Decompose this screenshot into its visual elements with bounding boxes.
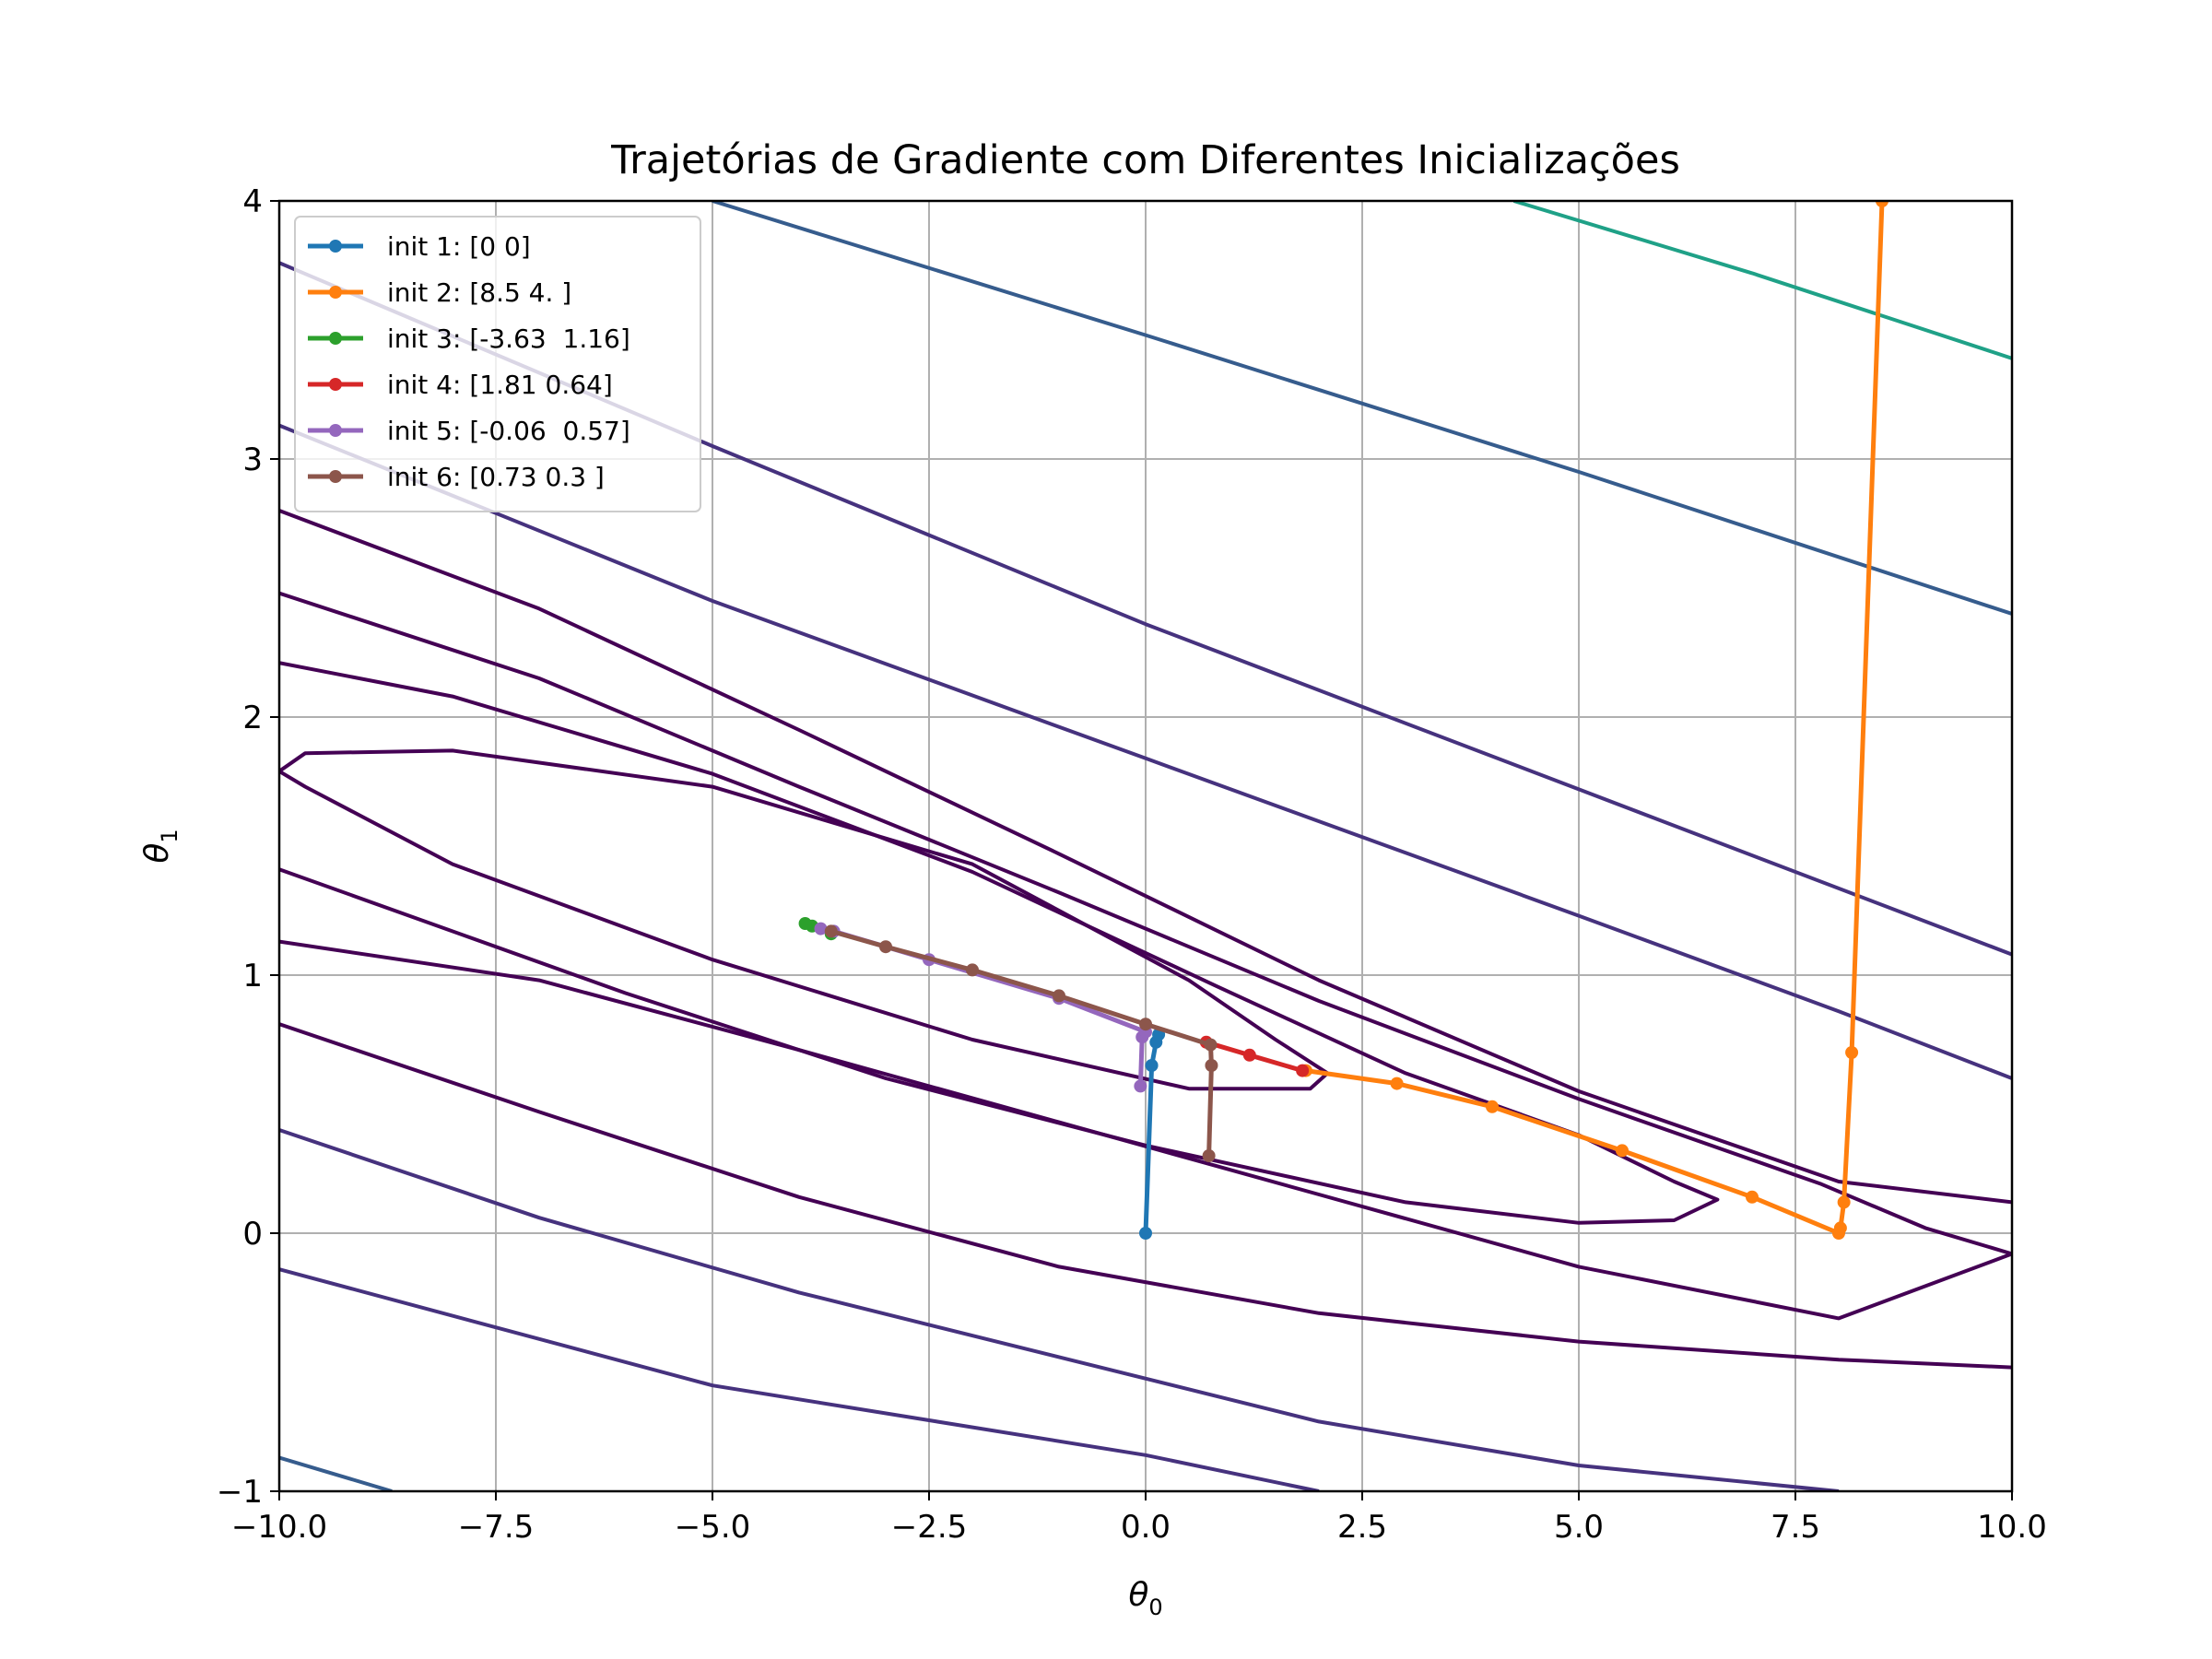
legend-label-3: init 3: [-3.63 1.16] (387, 324, 630, 354)
series-point-init-2-2 (1845, 1046, 1859, 1059)
series-init-2 (1299, 201, 1888, 1240)
contour-line-12 (1512, 201, 2012, 360)
series-point-init-6-2 (1205, 1059, 1218, 1072)
legend-item-1: init 1: [0 0] (308, 231, 531, 262)
series-point-init-5-1 (1134, 1079, 1147, 1093)
y-axis-label: θ1 (138, 829, 182, 863)
series-point-init-2-1 (1876, 201, 1888, 207)
series-point-init-3-3 (798, 917, 812, 930)
contour-line-3 (279, 591, 2012, 1321)
series-point-init-6-5 (1053, 989, 1065, 1003)
contour-line-11 (279, 1455, 393, 1491)
legend-frame (294, 216, 701, 512)
series-init-6 (824, 924, 1218, 1162)
y-tick-label-0: −1 (217, 1474, 263, 1511)
legend: init 1: [0 0] init 2: [8.5 4. ] init 3: [-… (294, 216, 701, 512)
legend-swatch-marker-5 (329, 424, 342, 437)
contour-line-9 (279, 1267, 1320, 1491)
x-tick-label-2: −5.0 (675, 1509, 751, 1546)
series-point-init-6-4 (1139, 1018, 1152, 1031)
contour-line-5 (279, 1022, 2012, 1370)
series-point-init-4-2 (1242, 1048, 1256, 1062)
series-point-init-1-2 (1145, 1059, 1159, 1072)
legend-label-5: init 5: [-0.06 0.57] (387, 416, 630, 446)
legend-label-2: init 2: [8.5 4. ] (387, 277, 571, 308)
y-axis-label-subscript: 1 (157, 829, 182, 842)
legend-swatch-marker-2 (329, 286, 342, 299)
series-point-init-2-3 (1837, 1195, 1851, 1209)
series-point-init-4-1 (1296, 1064, 1310, 1077)
series-line-init-2 (1303, 201, 1885, 1236)
legend-swatch-marker-6 (329, 470, 342, 483)
y-tick-label-4: 3 (242, 441, 263, 478)
legend-label-1: init 1: [0 0] (387, 231, 531, 262)
x-axis-ticks: −10.0 −7.5 −5.0 −2.5 0.0 2.5 5.0 7.5 10.0 (231, 1491, 2047, 1546)
series-point-init-2-8 (1486, 1100, 1499, 1113)
contour-line-7 (279, 1128, 1840, 1491)
series-init-4 (1199, 1035, 1310, 1077)
chart-title: Trajetórias de Gradiente com Diferentes … (610, 137, 1680, 183)
x-tick-label-7: 7.5 (1771, 1509, 1820, 1546)
series-point-init-5-7 (814, 922, 828, 935)
legend-swatch-marker-1 (329, 240, 342, 253)
y-tick-label-5: 4 (242, 183, 263, 220)
legend-item-6: init 6: [0.73 0.3 ] (308, 462, 605, 492)
series-point-init-1-1 (1139, 1227, 1152, 1240)
series-point-init-2-6 (1746, 1190, 1759, 1204)
contour-line-4 (279, 509, 2012, 1205)
x-axis-label-subscript: 0 (1148, 1594, 1162, 1620)
series-point-init-6-6 (966, 963, 979, 977)
y-axis-label-base: θ (138, 843, 176, 864)
series-point-init-6-1 (1202, 1149, 1216, 1162)
trajectory-series (798, 201, 1888, 1240)
x-tick-label-5: 2.5 (1337, 1509, 1387, 1546)
x-tick-label-0: −10.0 (231, 1509, 327, 1546)
x-tick-label-8: 10.0 (1977, 1509, 2047, 1546)
series-point-init-2-9 (1390, 1077, 1404, 1090)
series-point-init-6-3 (1204, 1038, 1218, 1052)
legend-swatch-marker-4 (329, 378, 342, 391)
y-tick-label-3: 2 (242, 700, 263, 736)
y-tick-label-2: 1 (242, 958, 263, 994)
legend-item-2: init 2: [8.5 4. ] (308, 277, 571, 308)
series-point-init-6-7 (879, 940, 892, 954)
contour-lines (279, 201, 2012, 1491)
legend-item-4: init 4: [1.81 0.64] (308, 370, 613, 400)
x-tick-label-1: −7.5 (458, 1509, 535, 1546)
legend-label-4: init 4: [1.81 0.64] (387, 370, 613, 400)
x-tick-label-4: 0.0 (1121, 1509, 1171, 1546)
contour-line-6 (279, 423, 2012, 1080)
series-point-init-2-7 (1616, 1144, 1629, 1158)
y-tick-label-1: 0 (242, 1216, 263, 1253)
legend-item-3: init 3: [-3.63 1.16] (308, 324, 630, 354)
contour-line-10 (712, 201, 2012, 616)
series-init-1 (1139, 1028, 1166, 1240)
x-axis-label-base: θ (1128, 1576, 1148, 1614)
x-axis-label: θ0 (1128, 1576, 1162, 1620)
x-tick-label-6: 5.0 (1554, 1509, 1604, 1546)
y-axis-ticks: −1 0 1 2 3 4 (217, 183, 279, 1511)
legend-swatch-marker-3 (329, 332, 342, 345)
series-point-init-6-8 (824, 924, 838, 938)
legend-item-5: init 5: [-0.06 0.57] (308, 416, 630, 446)
legend-label-6: init 6: [0.73 0.3 ] (387, 462, 605, 492)
x-tick-label-3: −2.5 (891, 1509, 968, 1546)
series-point-init-2-5 (1832, 1227, 1845, 1240)
